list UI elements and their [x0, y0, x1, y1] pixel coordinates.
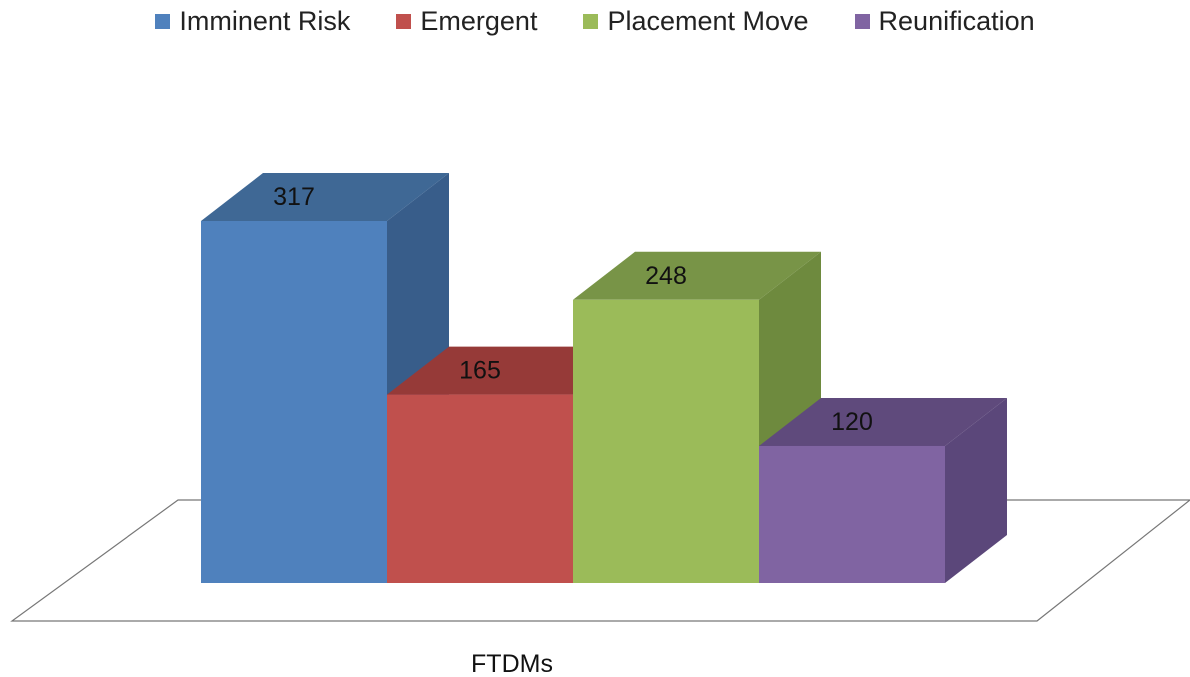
legend-swatch [854, 14, 870, 29]
data-label-reunification: 120 [831, 408, 873, 436]
legend-item-emergent: Emergent [396, 6, 537, 37]
bar-top-face [759, 397, 1007, 446]
data-label-emergent: 165 [459, 357, 501, 385]
bar-front-face [759, 445, 945, 583]
x-axis-label: FTDMs [471, 650, 553, 677]
legend-label: Reunification [878, 6, 1035, 36]
legend-swatch [396, 14, 412, 29]
legend-item-placement-move: Placement Move [583, 6, 809, 37]
bar-imminent-risk [201, 173, 449, 583]
legend-label: Placement Move [607, 6, 809, 36]
bar-reunification [759, 397, 1007, 583]
bar-top-face [573, 251, 821, 300]
legend-swatch [583, 14, 599, 29]
legend-item-imminent-risk: Imminent Risk [155, 6, 350, 37]
chart-legend: Imminent Risk Emergent Placement Move Reuni… [0, 6, 1190, 37]
bar-side-face [945, 397, 1007, 583]
bar-front-face [201, 221, 387, 583]
legend-swatch [155, 14, 171, 29]
bar-top-face [201, 173, 449, 221]
data-label-imminent-risk: 317 [273, 183, 315, 211]
bar-front-face [387, 394, 573, 583]
data-label-placement-move: 248 [645, 262, 687, 290]
bar-front-face [573, 299, 759, 583]
legend-item-reunification: Reunification [854, 6, 1035, 37]
legend-label: Imminent Risk [179, 6, 351, 36]
legend-label: Emergent [420, 6, 538, 36]
